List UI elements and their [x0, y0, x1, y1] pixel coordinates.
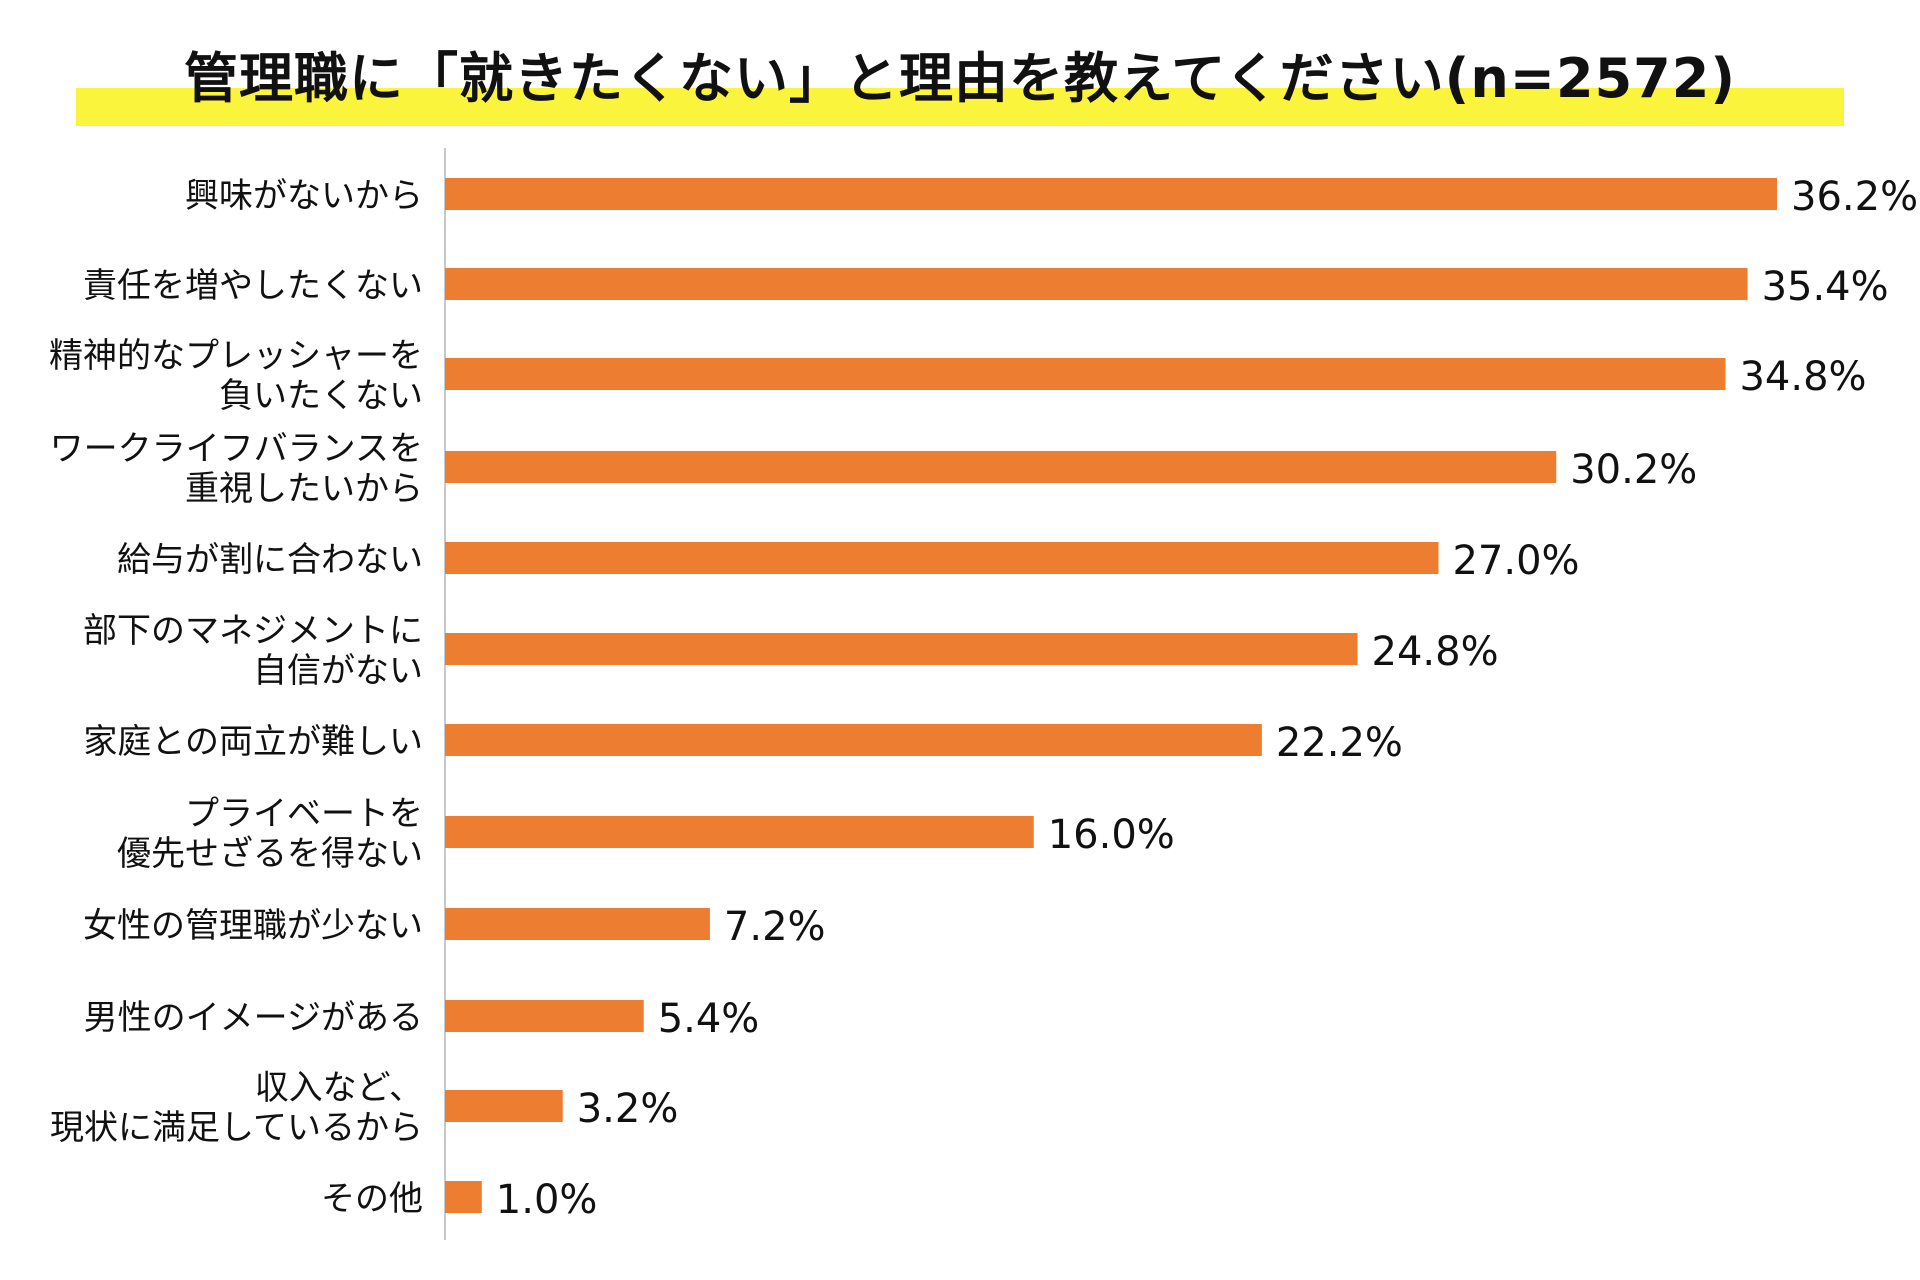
data-label: 1.0%: [496, 1177, 598, 1223]
category-label: その他: [321, 1179, 423, 1219]
data-label: 34.8%: [1739, 354, 1866, 400]
bar: [445, 724, 1262, 756]
data-label: 30.2%: [1570, 447, 1697, 493]
title-highlight: [76, 88, 1844, 126]
data-label: 36.2%: [1791, 174, 1918, 220]
category-label: 女性の管理職が少ない: [83, 906, 423, 946]
data-label: 24.8%: [1372, 629, 1499, 675]
category-label: 精神的なプレッシャーを: [49, 336, 423, 376]
bar: [445, 816, 1034, 848]
category-label: 責任を増やしたくない: [83, 266, 423, 306]
bar: [445, 908, 710, 940]
bar: [445, 1181, 482, 1213]
category-label: 興味がないから: [185, 176, 423, 216]
category-label: 現状に満足しているから: [50, 1108, 423, 1148]
data-label: 7.2%: [724, 904, 826, 950]
bar: [445, 633, 1358, 665]
bar: [445, 178, 1777, 210]
data-label: 35.4%: [1762, 264, 1889, 310]
data-label: 16.0%: [1048, 812, 1175, 858]
category-label: 男性のイメージがある: [84, 998, 423, 1038]
category-label: 収入など、: [255, 1068, 423, 1108]
category-label: 重視したいから: [185, 469, 423, 509]
bar: [445, 358, 1726, 390]
category-label: プライベートを: [185, 794, 423, 834]
bar: [445, 542, 1439, 574]
data-label: 5.4%: [658, 996, 760, 1042]
data-label: 27.0%: [1452, 538, 1579, 584]
chart-title: 管理職に「就きたくない」と理由を教えてください(n=2572): [183, 47, 1737, 110]
category-label: 自信がない: [253, 651, 423, 691]
data-label: 3.2%: [577, 1086, 679, 1132]
bar: [445, 1000, 644, 1032]
data-label: 22.2%: [1276, 720, 1403, 766]
category-label: 給与が割に合わない: [117, 540, 423, 580]
category-label: 負いたくない: [219, 376, 423, 416]
bar: [445, 268, 1748, 300]
category-label: 家庭との両立が難しい: [83, 722, 423, 762]
bar: [445, 1090, 563, 1122]
category-label: 優先せざるを得ない: [117, 834, 423, 874]
bar: [445, 451, 1557, 483]
category-label: ワークライフバランスを: [50, 429, 423, 469]
category-label: 部下のマネジメントに: [83, 611, 423, 651]
